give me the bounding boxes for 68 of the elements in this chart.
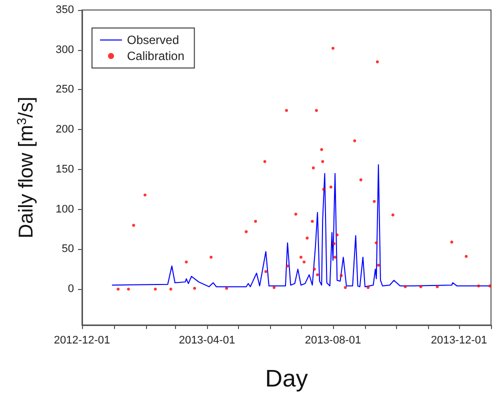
- point: [419, 285, 422, 288]
- point: [332, 242, 336, 246]
- y-tick-label: 300: [56, 44, 74, 56]
- point: [359, 178, 362, 182]
- point: [294, 212, 298, 216]
- point: [144, 194, 147, 197]
- point: [320, 148, 324, 152]
- line-series: [111, 164, 490, 288]
- legend-label: Observed: [127, 33, 180, 47]
- point: [404, 285, 407, 288]
- y-tick-label: 0: [68, 283, 74, 296]
- point: [312, 166, 315, 170]
- y-tick-label: 200: [56, 124, 74, 136]
- point: [376, 264, 380, 267]
- point: [366, 286, 370, 290]
- point: [264, 270, 268, 274]
- point: [126, 288, 130, 291]
- y-tick-label: 50: [62, 243, 74, 256]
- point: [225, 286, 228, 290]
- legend-label: Calibration: [127, 49, 184, 63]
- point: [285, 108, 288, 112]
- point: [312, 268, 316, 271]
- point: [488, 284, 492, 288]
- point: [193, 286, 196, 290]
- point: [436, 285, 439, 288]
- point: [314, 108, 318, 112]
- point: [329, 186, 332, 189]
- point: [310, 220, 314, 223]
- x-axis-title: Day: [265, 366, 308, 392]
- x-tick-label: 2012-12-01: [54, 334, 110, 346]
- point: [299, 256, 302, 259]
- point: [376, 60, 379, 64]
- y-tick-label: 150: [56, 163, 74, 176]
- point: [334, 256, 337, 259]
- point: [336, 233, 339, 236]
- point: [272, 286, 276, 290]
- point: [263, 160, 266, 164]
- x-tick-label: 2013-08-01: [304, 334, 362, 346]
- x-tick-label: 2013-12-01: [430, 334, 488, 346]
- point: [321, 160, 324, 164]
- point: [477, 284, 480, 288]
- point: [374, 241, 378, 244]
- point: [244, 230, 248, 234]
- point: [353, 139, 356, 142]
- point: [331, 46, 334, 50]
- point: [450, 240, 454, 244]
- point: [316, 273, 319, 276]
- point: [286, 264, 290, 268]
- point: [169, 288, 172, 291]
- x-tick-label: 2013-04-01: [178, 334, 236, 346]
- point: [372, 200, 376, 203]
- point: [254, 220, 258, 223]
- y-tick-label: 100: [56, 203, 74, 216]
- point: [132, 224, 136, 227]
- point: [210, 256, 213, 259]
- point: [302, 260, 306, 264]
- point: [464, 254, 468, 258]
- y-tick-label: 350: [56, 4, 74, 16]
- point: [340, 274, 343, 278]
- point: [391, 213, 394, 216]
- y-tick-label: 250: [56, 84, 74, 96]
- point: [184, 260, 188, 264]
- point: [322, 188, 326, 191]
- point: [344, 286, 347, 290]
- point: [306, 236, 309, 240]
- point: [116, 288, 120, 291]
- y-axis-title: Daily flow [m3/s]: [14, 96, 38, 238]
- point: [154, 288, 157, 291]
